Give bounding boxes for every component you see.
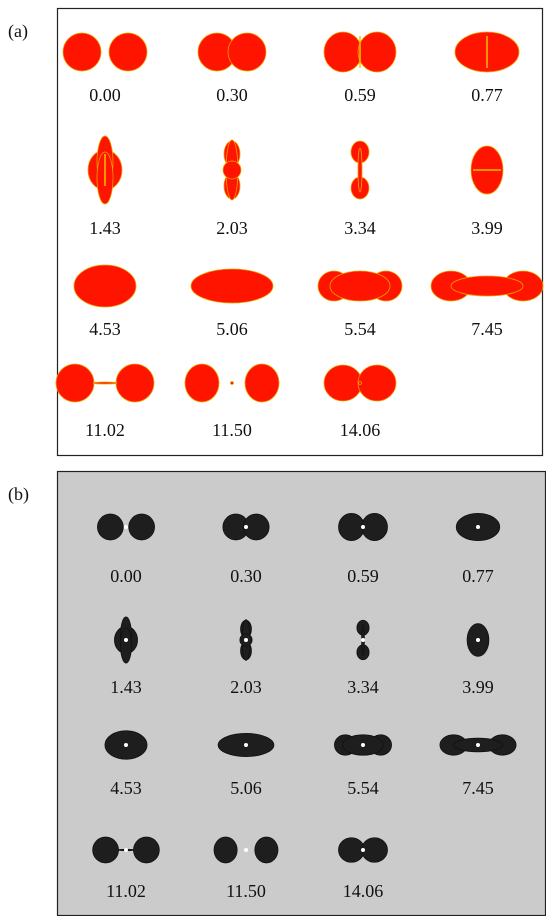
droplet-highlight: [124, 638, 128, 642]
panel-label: (b): [8, 484, 29, 505]
droplet-highlight: [124, 848, 128, 852]
time-label: 3.99: [471, 218, 503, 238]
droplet-highlight: [476, 638, 480, 642]
droplet: [74, 265, 136, 307]
droplet: [133, 837, 159, 863]
time-label: 7.45: [471, 319, 503, 339]
time-label: 11.02: [106, 881, 146, 901]
droplet: [93, 382, 117, 384]
droplet-highlight: [476, 525, 480, 529]
droplet-highlight: [244, 525, 248, 529]
time-label: 7.45: [462, 778, 494, 798]
panel-label: (a): [8, 21, 28, 42]
droplet: [129, 514, 155, 540]
time-label: 3.99: [462, 677, 494, 697]
time-label: 11.50: [212, 420, 252, 440]
time-label: 14.06: [340, 420, 381, 440]
droplet: [56, 364, 94, 402]
droplet: [358, 148, 362, 192]
time-label: 0.00: [89, 85, 121, 105]
droplet: [358, 32, 396, 72]
droplet: [214, 837, 237, 863]
droplet: [359, 382, 362, 385]
time-label: 0.77: [471, 85, 503, 105]
time-label: 4.53: [89, 319, 121, 339]
droplet-highlight: [476, 743, 480, 747]
droplet-highlight: [124, 525, 128, 529]
time-label: 5.06: [230, 778, 262, 798]
droplet: [97, 514, 123, 540]
time-label: 1.43: [110, 677, 142, 697]
time-label: 0.59: [347, 566, 379, 586]
time-label: 2.03: [216, 218, 248, 238]
droplet-highlight: [361, 743, 365, 747]
droplet: [362, 513, 388, 540]
droplet: [339, 513, 365, 540]
droplet: [109, 33, 147, 71]
droplet-highlight: [244, 743, 248, 747]
droplet: [339, 838, 365, 862]
droplet: [358, 365, 396, 401]
time-label: 11.02: [85, 420, 125, 440]
droplet: [185, 364, 219, 402]
droplet: [63, 33, 101, 71]
droplet: [93, 837, 119, 863]
time-label: 0.77: [462, 566, 494, 586]
droplet: [121, 628, 132, 663]
time-label: 4.53: [110, 778, 142, 798]
droplet: [223, 161, 241, 179]
droplet: [330, 271, 390, 301]
time-label: 5.06: [216, 319, 248, 339]
time-label: 3.34: [344, 218, 376, 238]
time-label: 14.06: [343, 881, 384, 901]
droplet: [324, 365, 362, 401]
droplet: [255, 837, 278, 863]
droplet-highlight: [361, 525, 365, 529]
time-label: 0.59: [344, 85, 376, 105]
droplet-highlight: [244, 638, 248, 642]
droplet: [451, 276, 523, 296]
figure: (a) (b) 0.00 0.30 0.59 0.77 1.43 2.03 3.34 3.99…: [0, 0, 546, 916]
droplet-highlight: [244, 848, 248, 852]
time-label: 0.30: [230, 566, 262, 586]
time-label: 0.30: [216, 85, 248, 105]
droplet-highlight: [361, 848, 365, 852]
time-label: 11.50: [226, 881, 266, 901]
droplet: [245, 364, 279, 402]
droplet: [191, 269, 273, 303]
time-label: 2.03: [230, 677, 262, 697]
time-label: 0.00: [110, 566, 142, 586]
time-label: 5.54: [344, 319, 376, 339]
droplet: [116, 364, 154, 402]
droplet: [228, 33, 266, 71]
droplet: [362, 838, 388, 862]
time-label: 5.54: [347, 778, 379, 798]
time-label: 3.34: [347, 677, 379, 697]
droplet-highlight: [124, 743, 128, 747]
droplet: [231, 382, 234, 385]
droplet: [324, 32, 362, 72]
time-label: 1.43: [89, 218, 121, 238]
droplet-highlight: [361, 638, 365, 642]
